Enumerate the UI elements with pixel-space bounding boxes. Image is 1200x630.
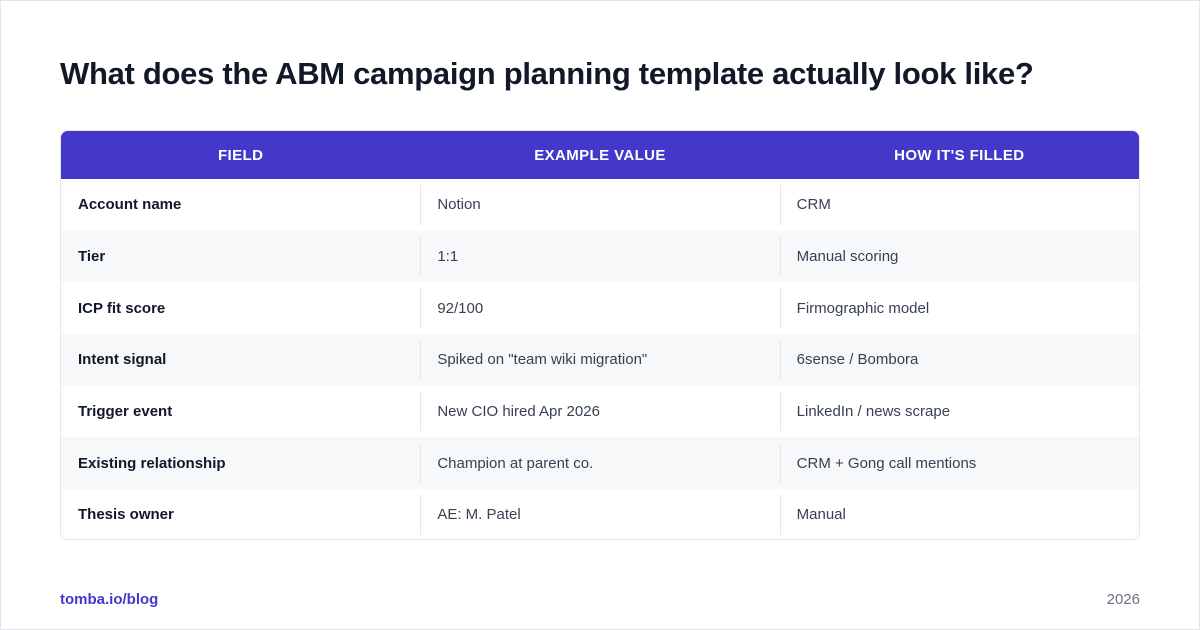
table-row: Account name Notion CRM <box>61 179 1139 231</box>
table-row: ICP fit score 92/100 Firmographic model <box>61 282 1139 334</box>
example-value-cell: Spiked on "team wiki migration" <box>420 334 779 386</box>
how-filled-cell: 6sense / Bombora <box>779 334 1139 386</box>
table-row: Trigger event New CIO hired Apr 2026 Lin… <box>61 386 1139 438</box>
abm-template-table: FIELD EXAMPLE VALUE HOW IT'S FILLED Acco… <box>60 130 1140 540</box>
table-row: Tier 1:1 Manual scoring <box>61 230 1139 283</box>
table-row: Intent signal Spiked on "team wiki migra… <box>61 334 1139 386</box>
how-filled-cell: CRM <box>779 179 1139 231</box>
table-row: Thesis owner AE: M. Patel Manual <box>61 489 1139 539</box>
page-title: What does the ABM campaign planning temp… <box>60 56 1034 91</box>
table-row: Existing relationship Champion at parent… <box>61 437 1139 490</box>
example-value-cell: 92/100 <box>420 282 779 334</box>
field-cell: Thesis owner <box>78 506 174 524</box>
how-filled-cell: LinkedIn / news scrape <box>779 386 1139 438</box>
field-cell: Intent signal <box>78 351 167 369</box>
example-value-cell: New CIO hired Apr 2026 <box>420 386 779 438</box>
how-filled-cell: CRM + Gong call mentions <box>779 437 1139 489</box>
field-cell: Existing relationship <box>78 454 226 472</box>
example-value-cell: Notion <box>420 179 779 231</box>
field-cell: ICP fit score <box>78 299 166 317</box>
field-cell: Account name <box>78 196 182 214</box>
field-cell: Tier <box>78 248 106 266</box>
column-header-how-filled: HOW IT'S FILLED <box>894 146 1025 164</box>
footer-year: 2026 <box>1106 591 1140 608</box>
how-filled-cell: Firmographic model <box>779 282 1139 334</box>
column-header-example-value: EXAMPLE VALUE <box>534 146 666 164</box>
field-cell: Trigger event <box>78 403 173 421</box>
example-value-cell: AE: M. Patel <box>420 489 779 539</box>
example-value-cell: 1:1 <box>420 231 779 283</box>
table-header: FIELD EXAMPLE VALUE HOW IT'S FILLED <box>61 131 1139 179</box>
blog-link[interactable]: tomba.io/blog <box>60 591 159 608</box>
how-filled-cell: Manual scoring <box>779 231 1139 283</box>
column-header-field: FIELD <box>217 146 264 164</box>
example-value-cell: Champion at parent co. <box>420 437 779 489</box>
how-filled-cell: Manual <box>779 489 1139 539</box>
